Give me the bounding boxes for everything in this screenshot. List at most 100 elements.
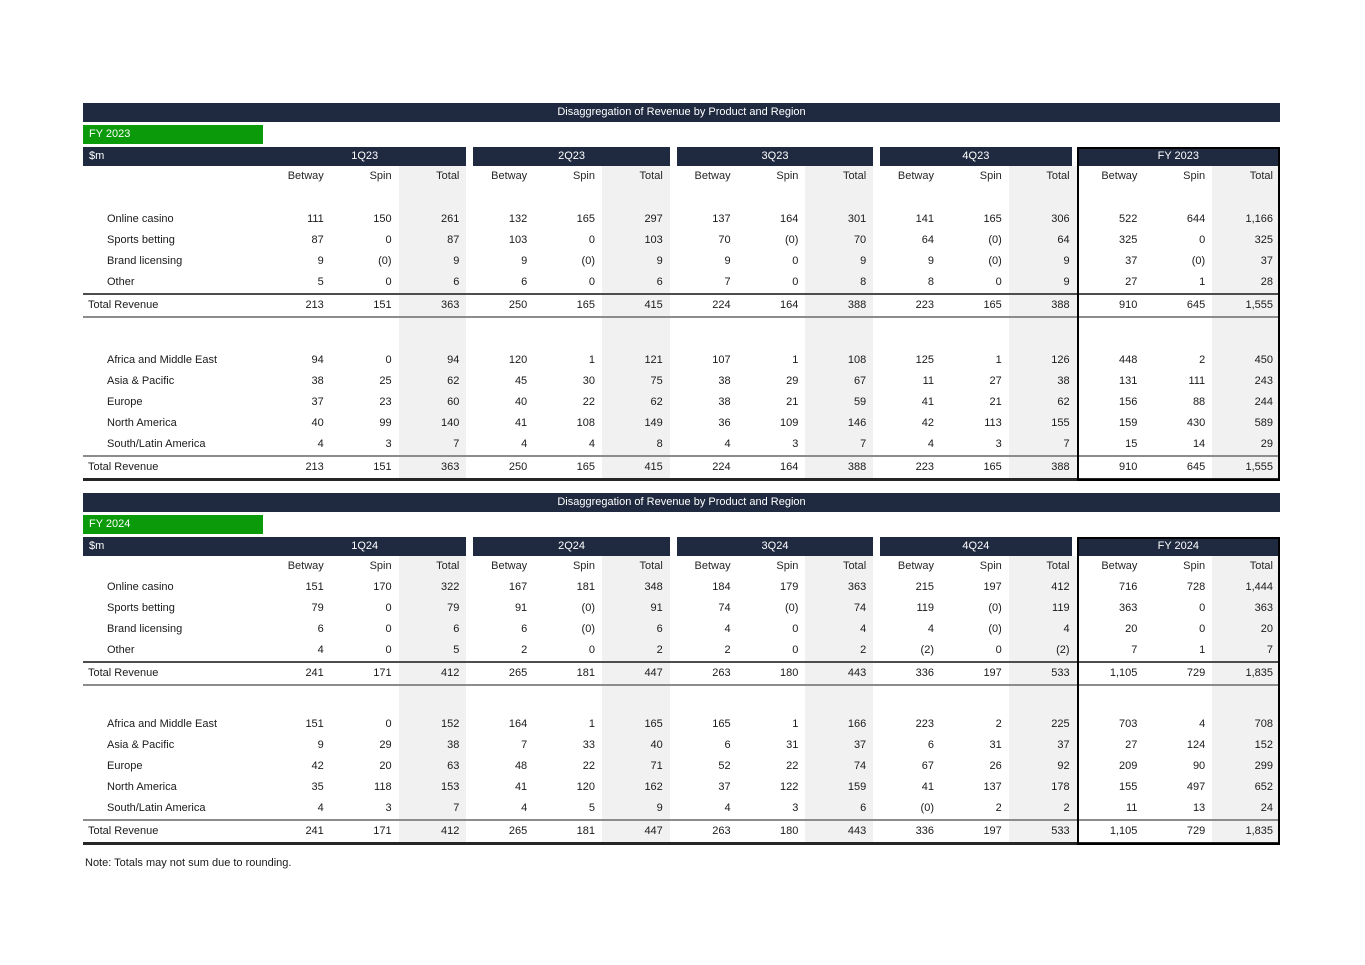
value-cell: 20 — [1125, 623, 1138, 635]
value-cell: 443 — [805, 663, 874, 684]
quarter-label-q1: 1Q24 — [351, 540, 379, 552]
value-cell: 9 — [521, 255, 528, 267]
value-cell: 2 — [602, 640, 670, 661]
spacer-cell — [602, 318, 670, 350]
value-cell: 38 — [398, 735, 467, 756]
value-cell: (2) — [920, 644, 934, 656]
spacer-cell — [83, 318, 263, 350]
value-cell: 88 — [1192, 396, 1206, 408]
spacer-cell — [1077, 187, 1145, 209]
value-cell: 0 — [995, 276, 1002, 288]
value-cell: 3 — [792, 802, 799, 814]
row-label: Other — [107, 644, 135, 656]
value-cell: 92 — [1008, 756, 1077, 777]
value-cell: 716 — [1119, 581, 1138, 593]
value-cell: 9 — [724, 255, 731, 267]
value-cell: 159 — [805, 777, 874, 798]
value-cell: 23 — [379, 396, 392, 408]
quarter-label-q4: 4Q23 — [880, 147, 1072, 166]
spacer-cell — [1212, 318, 1280, 350]
value-cell: 111 — [307, 213, 324, 225]
spacer-cell — [466, 318, 534, 350]
spacer-cell — [602, 187, 670, 209]
value-cell: 137 — [712, 213, 731, 225]
value-cell: 79 — [311, 602, 324, 614]
value-cell: 6 — [317, 623, 324, 635]
value-cell: 243 — [1212, 371, 1280, 392]
value-cell: 209 — [1119, 760, 1138, 772]
quarter-label-q3: 3Q24 — [676, 537, 874, 556]
spacer-cell — [1008, 187, 1077, 209]
value-cell: 8 — [805, 272, 874, 293]
value-cell: 348 — [602, 577, 670, 598]
value-cell: 103 — [508, 234, 528, 246]
value-cell: 6 — [724, 739, 731, 751]
value-cell: 35 — [311, 781, 324, 793]
subheader-spacer — [83, 166, 263, 187]
value-cell: 118 — [374, 781, 392, 793]
value-cell: 241 — [305, 667, 324, 679]
revenue-table-fy2023: Disaggregation of Revenue by Product and… — [83, 103, 1280, 481]
value-cell: (2) — [1008, 640, 1077, 661]
value-cell: 164 — [780, 213, 799, 225]
value-cell: 299 — [1212, 756, 1280, 777]
region-total-row: Total Revenue 241 171 412 265 181 447 263 180 443… — [83, 819, 1280, 845]
value-cell: 0 — [385, 354, 392, 366]
value-cell: 151 — [305, 718, 324, 730]
value-cell: 151 — [305, 581, 324, 593]
value-cell: 74 — [805, 598, 874, 619]
value-cell: 297 — [602, 209, 670, 230]
value-cell: 167 — [508, 581, 528, 593]
value-cell: 67 — [921, 760, 934, 772]
value-cell: 388 — [1008, 295, 1077, 316]
value-cell: 263 — [712, 825, 731, 837]
value-cell: 22 — [582, 760, 595, 772]
value-cell: 26 — [989, 760, 1002, 772]
value-cell: 11 — [1125, 802, 1138, 814]
product-row: Brand licensing 6 0 6 6 (0) 6 4 0 4 4 (0) 4 20 0 20 — [83, 619, 1280, 640]
value-cell: 29 — [379, 739, 392, 751]
value-cell: 14 — [1192, 438, 1206, 450]
value-cell: 119 — [916, 602, 934, 614]
value-cell: 108 — [805, 350, 874, 371]
value-cell: 62 — [602, 392, 670, 413]
value-cell: 71 — [602, 756, 670, 777]
row-label: Asia & Pacific — [107, 739, 175, 751]
value-cell: 40 — [514, 396, 528, 408]
value-cell: 448 — [1119, 354, 1138, 366]
value-cell: 75 — [602, 371, 670, 392]
spacer-cell — [83, 686, 263, 714]
value-cell: 37 — [1125, 255, 1138, 267]
column-header: Total — [1008, 166, 1077, 187]
value-cell: 729 — [1186, 667, 1206, 679]
spacer-cell — [805, 187, 874, 209]
value-cell: 2 — [1199, 354, 1206, 366]
row-label: South/Latin America — [107, 802, 206, 814]
value-cell: 708 — [1212, 714, 1280, 735]
value-cell: 30 — [582, 375, 595, 387]
value-cell: 41 — [921, 781, 934, 793]
quarter-label-q2: 2Q23 — [473, 147, 670, 166]
spacer-cell — [805, 686, 874, 714]
value-cell: 645 — [1186, 299, 1206, 311]
spacer-cell — [1212, 686, 1280, 714]
value-cell: 3 — [995, 438, 1002, 450]
table-title-bar: Disaggregation of Revenue by Product and… — [83, 103, 1280, 122]
value-cell: 178 — [1008, 777, 1077, 798]
value-cell: 9 — [398, 251, 467, 272]
value-cell: 48 — [514, 760, 528, 772]
value-cell: 121 — [602, 350, 670, 371]
value-cell: 7 — [521, 739, 528, 751]
value-cell: 497 — [1186, 781, 1206, 793]
value-cell: 11 — [922, 375, 934, 387]
spacer-cell — [398, 686, 467, 714]
spacer-row — [83, 187, 1280, 209]
spacer-cell — [670, 318, 738, 350]
table-title: Disaggregation of Revenue by Product and… — [557, 106, 806, 118]
spacer-cell — [398, 318, 467, 350]
value-cell: 1 — [588, 354, 595, 366]
value-cell: 166 — [805, 714, 874, 735]
value-cell: 4 — [317, 644, 324, 656]
value-cell: 7 — [398, 434, 467, 455]
